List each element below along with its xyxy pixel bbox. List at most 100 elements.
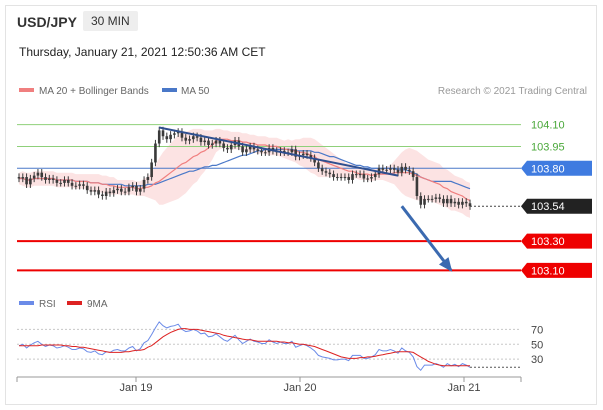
level-tag-4 (521, 233, 592, 249)
candle-body (150, 162, 153, 178)
candle-body (55, 179, 59, 183)
candle-body (63, 179, 66, 183)
candle-body (36, 172, 40, 176)
candle-body (389, 168, 392, 170)
level-tag-2 (521, 160, 592, 176)
candle-body (210, 143, 214, 145)
candle-body (317, 162, 320, 169)
rsi-tick-label-2: 30 (531, 354, 543, 366)
candle-body (29, 178, 32, 185)
trendline (159, 126, 399, 177)
candle-body (445, 198, 449, 204)
candle-body (366, 178, 369, 180)
candle-body (192, 136, 195, 140)
candle-body (51, 178, 55, 180)
candle-body (343, 177, 347, 179)
rsi-line (18, 321, 471, 372)
candle-body (294, 149, 297, 157)
candle-body (430, 198, 434, 200)
candle-body (93, 190, 97, 192)
candle-body (400, 166, 404, 173)
price-panel: 104.10 103.95 103.80 103.54 103.30 103.10 (17, 120, 592, 278)
level-label-2: 103.80 (531, 163, 565, 175)
candle-body (355, 174, 358, 176)
rsi-9ma-line (19, 328, 470, 367)
rsi-tick-label-1: 50 (531, 339, 543, 351)
candle-body (313, 158, 316, 163)
candle-body (332, 174, 335, 178)
candle-body (252, 146, 256, 150)
candle-body (78, 184, 81, 186)
candle-body (173, 133, 176, 135)
candle-body (222, 143, 225, 148)
candle-body (89, 190, 93, 192)
level-label-4: 103.30 (531, 236, 565, 248)
candle-body (138, 188, 142, 192)
candle-body (214, 140, 218, 144)
candle-body (116, 188, 119, 191)
rsi-panel: 70 50 30 (17, 321, 543, 372)
datetime-label: Thursday, January 21, 2021 12:50:36 AM C… (19, 45, 266, 59)
candle-body (461, 201, 464, 205)
candle-body (25, 177, 28, 185)
candle-body (411, 171, 415, 178)
candle-body (169, 134, 172, 140)
candle-body (351, 174, 354, 180)
candle-body (241, 146, 244, 153)
candle-body (203, 140, 207, 143)
legend-ma50: MA 50 (181, 86, 210, 97)
candle-body (449, 198, 453, 204)
candle-body (66, 179, 70, 183)
candle-body (358, 174, 362, 176)
candle-body (457, 201, 460, 205)
x-tick-label-0: Jan 19 (119, 382, 152, 394)
candle-body (17, 177, 21, 179)
candle-body (48, 178, 51, 180)
candle-body (82, 184, 85, 186)
candle-body (328, 172, 332, 175)
projection-arrowhead (438, 257, 453, 272)
candle-body (44, 177, 47, 180)
rsi-tick-label-0: 70 (531, 324, 543, 336)
candle-body (146, 177, 150, 180)
candle-body (104, 191, 108, 196)
timeframe-badge[interactable]: 30 MIN (83, 11, 138, 31)
candle-body (419, 196, 423, 205)
candle-body (108, 191, 112, 194)
candle-body (392, 168, 396, 170)
candle-body (385, 169, 388, 171)
candle-body (381, 168, 385, 170)
symbol-title: USD/JPY (17, 14, 77, 30)
candle-body (464, 201, 468, 204)
credit-text: Research © 2021 Trading Central (438, 86, 587, 97)
level-tag-5 (521, 262, 592, 278)
candle-body (370, 177, 373, 179)
level-label-1: 103.95 (531, 141, 565, 153)
x-tick-label-1: Jan 20 (283, 382, 316, 394)
legend-ma20-bb: MA 20 + Bollinger Bands (39, 86, 149, 97)
ma20-line (19, 138, 471, 201)
candle-body (434, 197, 438, 199)
candle-body (415, 177, 419, 196)
candle-body (101, 194, 104, 196)
candle-body (195, 136, 199, 138)
projection-arrow (400, 205, 453, 272)
candle-body (442, 198, 445, 204)
candle-body (408, 169, 411, 172)
level-label-5: 103.10 (531, 265, 565, 277)
candle-body (176, 131, 180, 134)
candle-body (309, 155, 313, 159)
candle-body (120, 188, 123, 192)
legend-rsi: RSI (39, 299, 56, 310)
candle-body (70, 182, 74, 186)
candle-body (290, 149, 294, 153)
candle-body (135, 185, 138, 192)
candle-body (324, 171, 328, 173)
candle-body (468, 203, 472, 207)
candle-body (245, 149, 248, 153)
candle-body (373, 174, 377, 178)
candle-body (74, 185, 78, 187)
candle-body (226, 147, 229, 150)
candle-body (188, 139, 191, 141)
